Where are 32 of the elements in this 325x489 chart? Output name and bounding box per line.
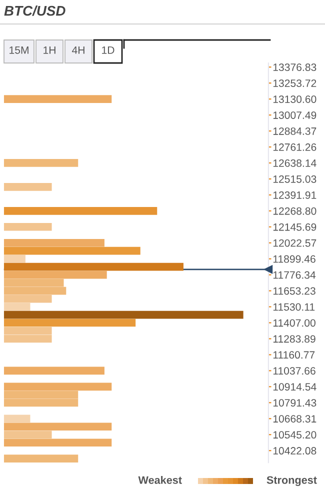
chart-title: BTC/USD [4, 6, 66, 16]
y-tick-label: 12761.26 [273, 143, 316, 151]
y-tick-label: 13253.72 [273, 80, 316, 87]
y-tick-label: 10422.08 [273, 447, 316, 455]
text: 4H [72, 46, 84, 54]
y-tick-label: 13007.49 [273, 111, 316, 119]
text: Weakest [138, 476, 182, 484]
y-tick-label: 11037.66 [273, 367, 316, 375]
y-tick-label: 12268.80 [273, 207, 316, 215]
text: 1D [102, 46, 114, 54]
y-tick-label: 11283.89 [273, 335, 316, 343]
y-tick-label: 13130.60 [273, 95, 316, 103]
y-tick-label: 10668.31 [273, 415, 316, 423]
y-tick-label: 11776.34 [273, 271, 316, 279]
y-tick-label: 10791.43 [273, 399, 316, 407]
y-tick-label: 11899.46 [273, 255, 316, 263]
y-tick-label: 12022.57 [273, 239, 316, 247]
y-tick-label: 12884.37 [273, 127, 316, 135]
y-tick-label: 10914.54 [273, 383, 316, 391]
y-tick-label: 12638.14 [273, 159, 316, 167]
y-tick-label: 11407.00 [273, 319, 316, 327]
text: Strongest [266, 476, 317, 486]
y-tick-label: 13376.83 [273, 64, 316, 72]
y-tick-label: 12515.03 [273, 175, 316, 183]
y-tick-label: 11653.23 [273, 287, 316, 295]
y-tick-label: 12145.69 [273, 223, 316, 231]
text: 15M [10, 46, 28, 54]
y-tick-label: 11160.77 [273, 351, 315, 359]
y-tick-label: 11530.11 [273, 303, 315, 311]
y-tick-label: 10545.20 [273, 431, 316, 439]
y-tick-label: 12391.91 [273, 191, 316, 199]
text: 1H [44, 46, 56, 54]
